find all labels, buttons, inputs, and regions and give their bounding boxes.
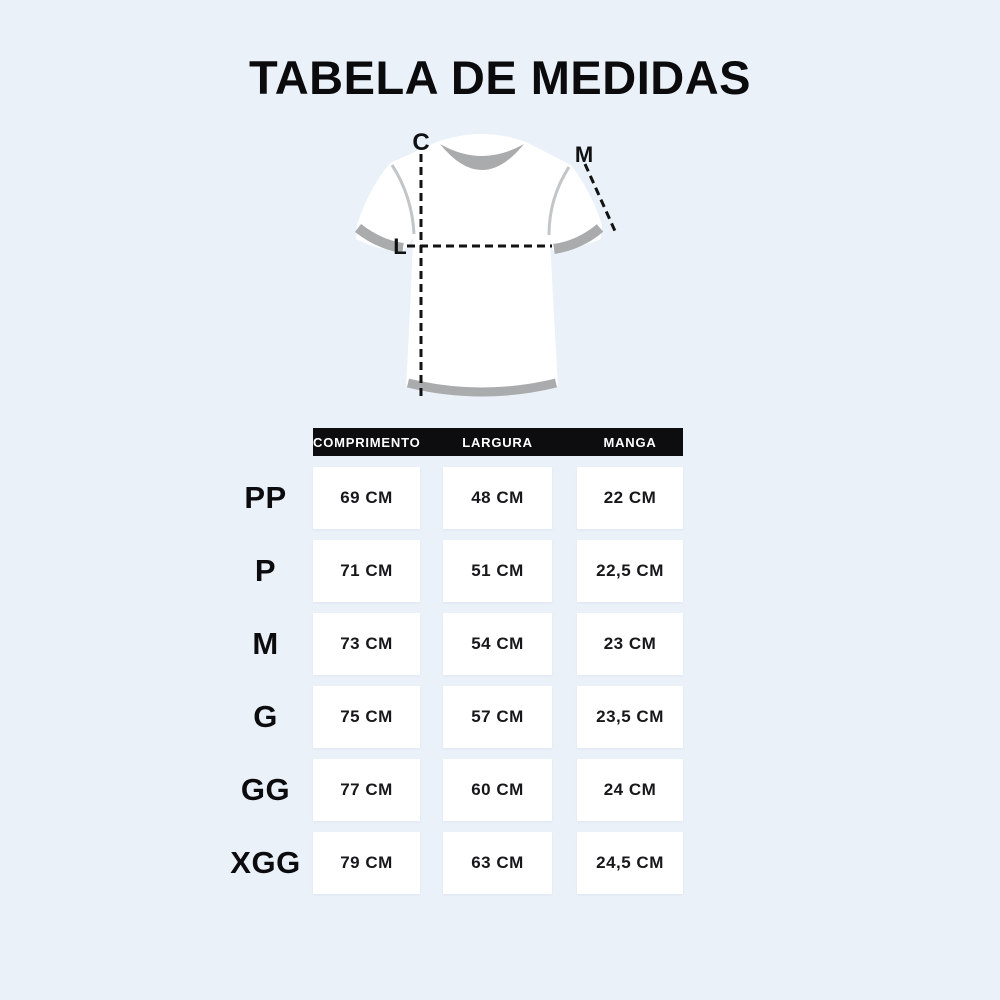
hem-trim (406, 378, 558, 397)
column-header-manga: MANGA (603, 434, 657, 450)
measure-cell-comprimento: 69 CM (313, 467, 420, 529)
measure-cell-comprimento: 79 CM (313, 832, 420, 894)
measure-cell-manga: 23,5 CM (577, 686, 683, 748)
page-title: TABELA DE MEDIDAS (249, 51, 751, 104)
measure-cell-largura: 63 CM (443, 832, 552, 894)
length-label: C (412, 129, 429, 156)
table-row: PP 69 CM 48 CM 22 CM (230, 467, 683, 529)
width-label: L (393, 234, 406, 259)
tshirt-shape (356, 134, 602, 394)
measure-cell-manga: 22 CM (577, 467, 683, 529)
tshirt-diagram: C L M (330, 118, 630, 418)
measure-cell-comprimento: 73 CM (313, 613, 420, 675)
measure-cell-largura: 51 CM (443, 540, 552, 602)
right-cuff-trim (553, 224, 604, 254)
tshirt-illustration: C L M (354, 129, 617, 398)
size-label-m: M (252, 626, 279, 661)
size-label-p: P (254, 553, 277, 588)
left-sleeve-seam (390, 164, 416, 235)
measure-cell-manga: 24,5 CM (577, 832, 683, 894)
table-row: M 73 CM 54 CM 23 CM (230, 613, 683, 675)
table-row: GG 77 CM 60 CM 24 CM (230, 759, 683, 821)
measure-cell-largura: 54 CM (443, 613, 552, 675)
left-cuff-trim (354, 223, 404, 253)
measure-cell-largura: 48 CM (443, 467, 552, 529)
measure-cell-comprimento: 77 CM (313, 759, 420, 821)
table-header: COMPRIMENTO LARGURA MANGA (313, 428, 683, 456)
measure-cell-manga: 24 CM (577, 759, 683, 821)
collar-trim (440, 144, 524, 170)
measure-cell-largura: 57 CM (443, 686, 552, 748)
measure-cell-largura: 60 CM (443, 759, 552, 821)
measure-cell-comprimento: 75 CM (313, 686, 420, 748)
size-label-g: G (253, 699, 278, 734)
table-row: P 71 CM 51 CM 22,5 CM (230, 540, 683, 602)
size-label-pp: PP (244, 480, 287, 515)
size-label-xgg: XGG (230, 845, 301, 880)
size-table: COMPRIMENTO LARGURA MANGA PP 69 CM 48 CM… (230, 428, 683, 894)
column-header-comprimento: COMPRIMENTO (313, 434, 421, 450)
right-sleeve-seam (547, 166, 571, 236)
column-header-largura: LARGURA (462, 434, 533, 450)
measure-cell-manga: 22,5 CM (577, 540, 683, 602)
sleeve-label: M (575, 142, 593, 167)
table-row: G 75 CM 57 CM 23,5 CM (230, 686, 683, 748)
table-row: XGG 79 CM 63 CM 24,5 CM (230, 832, 683, 894)
measure-cell-manga: 23 CM (577, 613, 683, 675)
size-label-gg: GG (240, 772, 291, 807)
measure-cell-comprimento: 71 CM (313, 540, 420, 602)
